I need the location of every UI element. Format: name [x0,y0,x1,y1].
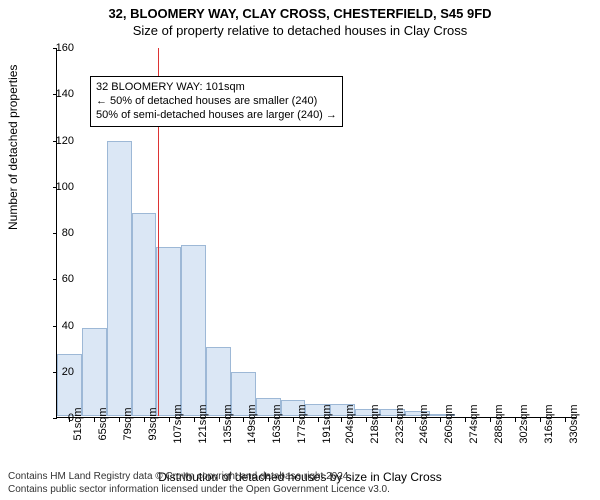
ytick-label: 80 [44,227,74,239]
histogram-bar [132,213,157,417]
histogram-bar [107,141,132,416]
xtick-mark [391,418,392,422]
ytick-label: 60 [44,273,74,285]
xtick-label: 330sqm [568,404,580,443]
callout-line-3: 50% of semi-detached houses are larger (… [96,108,337,122]
xtick-mark [540,418,541,422]
xtick-mark [219,418,220,422]
callout-line-2: ← 50% of detached houses are smaller (24… [96,94,337,108]
xtick-label: 274sqm [468,404,480,443]
xtick-label: 302sqm [518,404,530,443]
ytick-label: 160 [44,42,74,54]
xtick-mark [465,418,466,422]
xtick-label: 121sqm [197,404,209,443]
title-main: 32, BLOOMERY WAY, CLAY CROSS, CHESTERFIE… [0,6,600,21]
xtick-mark [366,418,367,422]
histogram-bar [181,245,206,416]
xtick-label: 107sqm [172,404,184,443]
xtick-mark [293,418,294,422]
footer-line-2: Contains public sector information licen… [8,484,390,497]
xtick-label: 65sqm [97,407,109,440]
ytick-label: 20 [44,366,74,378]
xtick-label: 51sqm [72,407,84,440]
xtick-label: 149sqm [246,404,258,443]
xtick-mark [515,418,516,422]
xtick-mark [318,418,319,422]
title-sub: Size of property relative to detached ho… [0,23,600,38]
callout-box: 32 BLOOMERY WAY: 101sqm← 50% of detached… [90,76,343,127]
ytick-label: 0 [44,412,74,424]
xtick-label: 163sqm [271,404,283,443]
xtick-mark [440,418,441,422]
xtick-label: 79sqm [122,407,134,440]
xtick-mark [490,418,491,422]
xtick-mark [144,418,145,422]
xtick-mark [268,418,269,422]
footer-attribution: Contains HM Land Registry data © Crown c… [8,471,390,496]
histogram-bar [156,247,181,416]
xtick-mark [243,418,244,422]
xtick-label: 218sqm [369,404,381,443]
xtick-label: 177sqm [296,404,308,443]
xtick-mark [341,418,342,422]
xtick-mark [565,418,566,422]
xtick-mark [194,418,195,422]
xtick-label: 260sqm [443,404,455,443]
ytick-label: 120 [44,135,74,147]
histogram-bar [82,328,107,416]
xtick-mark [169,418,170,422]
xtick-label: 204sqm [344,404,356,443]
xtick-label: 93sqm [147,407,159,440]
y-axis-label: Number of detached properties [6,65,20,230]
xtick-label: 232sqm [394,404,406,443]
ytick-label: 40 [44,320,74,332]
xtick-mark [119,418,120,422]
callout-line-1: 32 BLOOMERY WAY: 101sqm [96,80,337,94]
xtick-label: 288sqm [493,404,505,443]
ytick-label: 140 [44,88,74,100]
xtick-mark [94,418,95,422]
ytick-label: 100 [44,181,74,193]
xtick-label: 191sqm [321,404,333,443]
xtick-label: 316sqm [543,404,555,443]
xtick-mark [415,418,416,422]
xtick-label: 135sqm [222,404,234,443]
footer-line-1: Contains HM Land Registry data © Crown c… [8,471,390,484]
xtick-label: 246sqm [418,404,430,443]
